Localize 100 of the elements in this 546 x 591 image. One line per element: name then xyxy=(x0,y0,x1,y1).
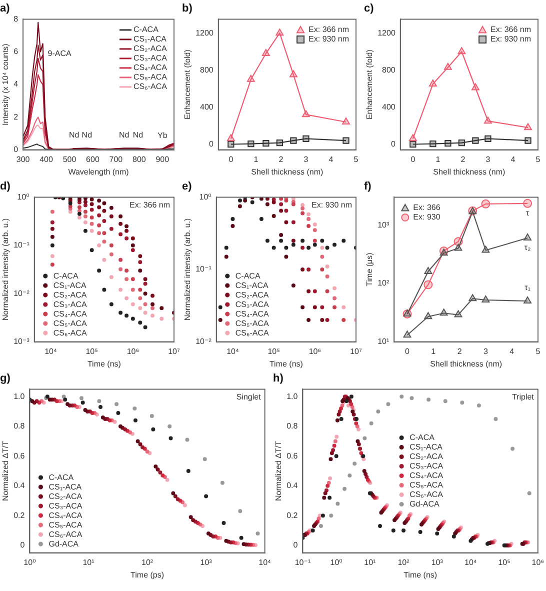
annotation: Singlet xyxy=(236,392,262,402)
x-tick-label: 900 xyxy=(156,154,170,164)
x-axis-title: Time (ps) xyxy=(130,570,164,580)
y-tick-label: 0.4 xyxy=(14,481,26,490)
y-tick-label: 1.0 xyxy=(14,392,26,401)
x-tick-label: 300 xyxy=(16,154,30,164)
legend-label: CS₂-ACA xyxy=(134,44,168,54)
y-tick-label: 400 xyxy=(382,102,396,112)
x-tick-label: 400 xyxy=(40,154,54,164)
x-tick-label: 10⁶ xyxy=(308,346,322,356)
x-tick-label: 10⁴ xyxy=(464,558,478,567)
x-tick-label: 10⁵ xyxy=(498,558,510,567)
x-tick-label: 4 xyxy=(510,346,515,356)
chart-title: c) xyxy=(364,2,374,15)
y-tick-label: 0 xyxy=(293,540,298,550)
y-axis-title: Enhancement (fold) xyxy=(365,49,374,120)
x-axis-title: Time (ns) xyxy=(87,359,122,368)
y-tick-label: 10⁻¹ xyxy=(196,264,212,274)
legend-label: CS₆-ACA xyxy=(48,530,83,539)
legend-label: CS₅-ACA xyxy=(48,520,83,530)
legend-label: Ex: 366 nm xyxy=(490,25,532,34)
x-tick-label: 700 xyxy=(109,154,124,164)
y-axis-title: Intensity (x 10⁴ counts) xyxy=(1,43,10,126)
y-tick-label: 800 xyxy=(382,65,396,74)
legend-label: C-ACA xyxy=(134,25,160,34)
legend-label: C-ACA xyxy=(48,472,74,482)
y-axis-title: Normalized ΔT/T xyxy=(274,440,284,502)
legend-label: CS₂-ACA xyxy=(235,290,270,300)
x-tick-label: 10⁴ xyxy=(226,346,240,356)
legend-label: CS₂-ACA xyxy=(410,452,444,461)
legend-label: Ex: 930 xyxy=(413,212,441,222)
y-tick-label: 0 xyxy=(14,145,19,154)
y-tick-label: 400 xyxy=(200,102,214,112)
legend-label: CS₁-ACA xyxy=(235,280,269,290)
x-tick-label: 1 xyxy=(436,154,441,164)
chart-title: a) xyxy=(0,2,10,15)
y-tick-label: 8 xyxy=(14,14,19,24)
annotation: Nd xyxy=(69,130,80,140)
y-tick-label: 1200 xyxy=(378,28,396,38)
x-axis-title: Shell thickness (nm) xyxy=(251,167,324,176)
legend-label: CS₂-ACA xyxy=(53,290,88,300)
x-axis-title: Time (ns) xyxy=(269,359,304,368)
legend-label: CS₆-ACA xyxy=(410,490,444,499)
annotation: Nd xyxy=(82,130,92,140)
x-tick-label: 3 xyxy=(486,154,491,164)
annotation: Ex: 366 nm xyxy=(130,200,170,210)
annotation: Triplet xyxy=(512,392,535,402)
x-tick-label: 10⁻¹ xyxy=(294,558,311,567)
legend-label: CS₄-ACA xyxy=(134,63,168,72)
annotation: 9-ACA xyxy=(48,48,72,58)
x-tick-label: 5 xyxy=(354,154,359,164)
y-tick-label: 10² xyxy=(378,278,390,288)
legend-label: C-ACA xyxy=(410,432,436,442)
x-tick-label: 500 xyxy=(62,154,77,164)
y-axis-title: Normalized intensity (arb. u.) xyxy=(1,218,10,321)
legend-label: Gd-ACA xyxy=(48,539,80,548)
x-tick-label: 10⁵ xyxy=(86,346,98,356)
annotation: Ex: 930 nm xyxy=(312,200,352,210)
y-tick-label: 0 xyxy=(390,139,396,148)
x-tick-label: 0 xyxy=(410,154,416,164)
x-tick-label: 2 xyxy=(278,154,284,164)
x-tick-label: 10² xyxy=(141,558,154,567)
x-tick-label: 3 xyxy=(304,154,309,164)
x-tick-label: 10⁷ xyxy=(350,346,362,356)
y-tick-label: 4 xyxy=(14,80,19,89)
x-tick-label: 4 xyxy=(510,154,516,164)
x-tick-label: 0 xyxy=(228,154,234,164)
y-tick-label: 10⁰ xyxy=(199,192,212,202)
legend-label: Ex: 366 nm xyxy=(308,25,350,34)
x-tick-label: 1 xyxy=(254,154,259,164)
legend-label: CS₆-ACA xyxy=(134,82,168,92)
x-tick-label: 10⁴ xyxy=(44,346,58,356)
y-tick-label: 10⁰ xyxy=(17,192,30,202)
chart-title: d) xyxy=(0,180,11,193)
x-tick-label: 3 xyxy=(483,346,488,356)
legend-label: CS₅-ACA xyxy=(134,72,168,82)
y-tick-label: 10⁻² xyxy=(196,337,212,346)
legend-label: CS₁-ACA xyxy=(48,482,82,492)
x-tick-label: 10² xyxy=(398,558,410,567)
y-tick-label: 800 xyxy=(200,65,214,74)
legend-label: CS₃-ACA xyxy=(134,54,168,63)
x-axis-title: Shell thickness (nm) xyxy=(430,359,502,368)
chart-title: g) xyxy=(0,372,11,385)
x-tick-label: 10³ xyxy=(431,558,444,567)
y-tick-label: 0.2 xyxy=(14,510,26,520)
y-tick-label: 1200 xyxy=(196,28,214,38)
legend-label: CS₅-ACA xyxy=(53,318,88,328)
x-tick-label: 5 xyxy=(536,346,541,356)
legend-label: CS₄-ACA xyxy=(235,309,270,318)
y-tick-label: 0.2 xyxy=(286,510,298,520)
x-tick-label: 10¹ xyxy=(364,558,376,567)
y-tick-label: 10⁻³ xyxy=(14,337,30,346)
y-axis-title: Time (μs) xyxy=(365,252,374,286)
y-tick-label: 1.0 xyxy=(286,392,298,401)
x-tick-label: 800 xyxy=(132,154,146,164)
x-tick-label: 2 xyxy=(457,346,462,356)
legend-label: CS₃-ACA xyxy=(235,300,270,309)
chart-title: f) xyxy=(364,180,372,193)
x-tick-label: 600 xyxy=(86,154,100,164)
y-tick-label: 0.4 xyxy=(286,481,298,490)
